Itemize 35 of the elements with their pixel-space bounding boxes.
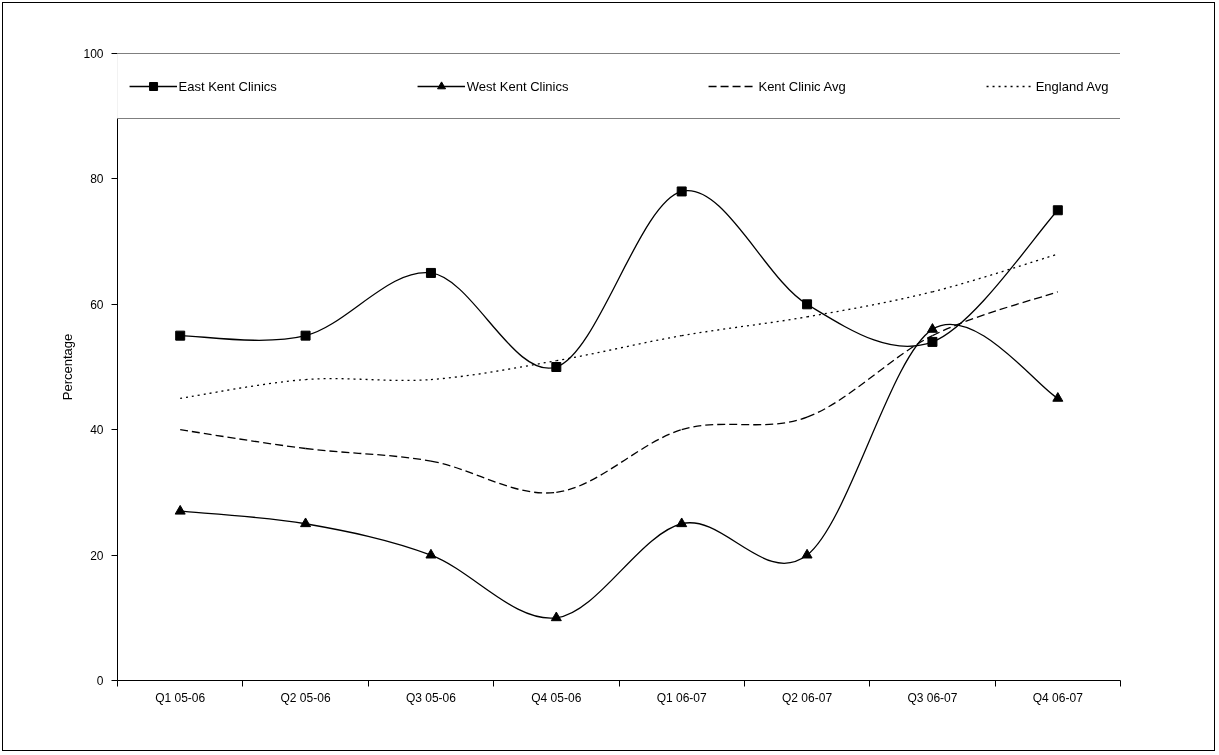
y-tick-label: 60 bbox=[90, 297, 104, 312]
point bbox=[927, 336, 938, 347]
y-tick-label: 80 bbox=[90, 172, 104, 187]
point bbox=[300, 517, 312, 528]
point bbox=[175, 330, 186, 341]
y-axis-title: Percentage bbox=[60, 333, 76, 401]
point bbox=[425, 267, 436, 278]
y-tick-label: 40 bbox=[90, 423, 104, 438]
point bbox=[551, 362, 562, 372]
x-tick-label: Q4 06-07 bbox=[1032, 690, 1084, 705]
point bbox=[801, 548, 813, 559]
x-tick-label: Q2 06-07 bbox=[782, 690, 833, 705]
point bbox=[425, 548, 437, 559]
y-tick-label: 100 bbox=[83, 47, 104, 61]
legend-label: Kent Clinic Avg bbox=[758, 77, 846, 96]
x-tick-label: Q3 06-07 bbox=[907, 690, 958, 705]
point bbox=[802, 299, 813, 310]
point bbox=[550, 611, 562, 622]
x-tick-label: Q1 06-07 bbox=[656, 690, 708, 705]
x-tick-label: Q1 05-06 bbox=[155, 690, 206, 705]
point bbox=[1052, 392, 1064, 402]
point bbox=[926, 323, 938, 333]
point bbox=[676, 517, 688, 528]
x-tick-label: Q4 05-06 bbox=[531, 690, 582, 705]
point bbox=[174, 504, 186, 515]
x-tick-label: Q2 05-06 bbox=[280, 690, 331, 705]
point bbox=[300, 330, 311, 341]
y-tick-label: 20 bbox=[90, 548, 104, 563]
legend-label: East Kent Clinics bbox=[178, 77, 277, 96]
legend-label: West Kent Clinics bbox=[466, 77, 569, 96]
x-tick-label: Q3 05-06 bbox=[405, 690, 457, 705]
point bbox=[1052, 205, 1063, 216]
point bbox=[676, 186, 687, 197]
legend-label: England Avg bbox=[1035, 77, 1109, 96]
y-tick-label: 0 bbox=[96, 674, 104, 688]
